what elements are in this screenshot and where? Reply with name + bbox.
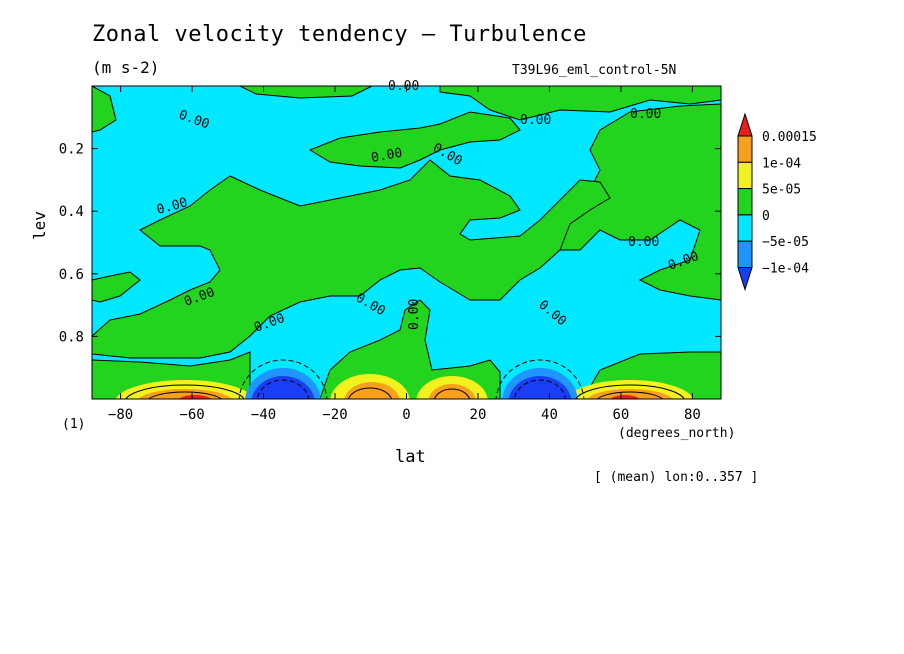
x-ticks: −80 −60 −40 −20 0 20 40 60 80	[108, 86, 701, 423]
x-tick-label: −60	[179, 407, 204, 423]
contour-lines	[125, 359, 685, 399]
contour-line-dashed	[513, 379, 567, 399]
x-tick-label: −40	[251, 407, 276, 423]
chart-units: (m s-2)	[92, 58, 160, 77]
x-tick-label: 80	[684, 407, 701, 423]
contour-line-dashed	[256, 379, 310, 399]
contour-label: 0.00	[628, 235, 659, 250]
contour-label: 0.00	[407, 299, 422, 330]
colorbar-label: 5e-05	[762, 183, 801, 198]
contour-line-dashed	[495, 359, 585, 399]
x-tick-label: −20	[322, 407, 347, 423]
red-core-nh	[610, 395, 640, 399]
chart-title: Zonal velocity tendency — Turbulence	[92, 22, 587, 47]
contour-label: 0.00	[520, 113, 551, 128]
scale-mark: (1)	[62, 417, 86, 432]
colorbar-label: −5e-05	[762, 235, 809, 250]
experiment-label: T39L96_eml_control-5N	[512, 63, 677, 78]
plot-area	[92, 86, 721, 399]
colorbar-segment	[737, 161, 753, 190]
x-tick-label: −80	[108, 407, 133, 423]
colorbar-bottom-triangle	[737, 267, 753, 292]
green-region	[92, 271, 141, 303]
contour-line	[148, 391, 222, 399]
yellow-core-nh	[566, 380, 694, 399]
dark-blue-core-sh	[251, 376, 315, 399]
x-tick-label: 40	[541, 407, 558, 423]
x-tick-label: 0	[402, 407, 410, 423]
y-tick-label: 0.2	[59, 142, 84, 158]
footnote: [ (mean) lon:0..357 ]	[594, 470, 759, 485]
green-region	[92, 86, 373, 99]
colorbar-segment	[737, 188, 753, 216]
red-core-sh	[178, 395, 212, 399]
green-region	[308, 111, 521, 169]
green-region	[439, 86, 721, 121]
colorbar-label: 0.00015	[762, 130, 817, 145]
colorbar-segment	[737, 214, 753, 242]
colorbar-segment	[737, 240, 753, 268]
positive-cores	[115, 374, 694, 399]
contour-line	[596, 391, 664, 399]
x-tick-label: 60	[613, 407, 630, 423]
x-axis-label: lat	[395, 447, 426, 467]
colorbar-segment	[737, 135, 753, 163]
x-tick-label: 20	[470, 407, 487, 423]
colorbar-top-triangle	[737, 112, 753, 137]
contour-line	[347, 387, 393, 399]
contour-label: 0.00	[630, 107, 661, 122]
orange-core-eq-n	[428, 384, 476, 399]
colorbar-label: 0	[762, 209, 770, 224]
contour-line-dashed	[238, 359, 328, 399]
y-tick-label: 0.6	[59, 267, 84, 283]
orange-core-nh	[587, 389, 673, 399]
negative-cores	[245, 368, 578, 399]
orange-core-sh	[138, 389, 232, 399]
green-region	[92, 86, 117, 133]
y-tick-label: 0.4	[59, 204, 84, 220]
colorbar-label: 1e-04	[762, 156, 801, 171]
contour-line	[433, 388, 471, 399]
colorbar: 0.00015 1e-04 5e-05 0 −5e-05 −1e-04	[737, 112, 817, 292]
y-tick-label: 0.8	[59, 329, 84, 345]
contour-line	[125, 384, 245, 399]
contour-label: 0.00	[370, 146, 403, 166]
colorbar-label: −1e-04	[762, 262, 809, 277]
contour-line	[575, 384, 685, 399]
x-axis-units: (degrees_north)	[618, 426, 736, 441]
y-ticks: 0.2 0.4 0.6 0.8	[59, 142, 721, 345]
orange-core-eq-s	[344, 382, 400, 399]
dark-blue-core-nh	[508, 376, 572, 399]
green-region	[92, 159, 611, 359]
